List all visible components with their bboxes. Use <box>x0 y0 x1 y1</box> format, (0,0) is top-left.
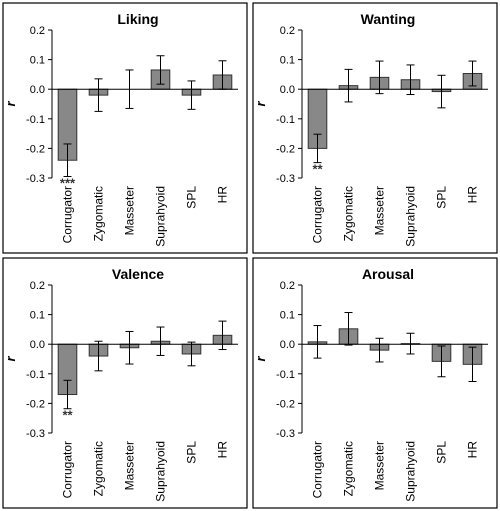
error-bar <box>63 379 72 410</box>
error-bar <box>63 143 72 178</box>
x-tick-label: HR <box>216 441 230 459</box>
panel: Arousal r 0.2 0.1 0.0 -0.1 -0.2 -0.3 Corrugator Z… <box>252 257 498 509</box>
panel-border <box>2 2 248 254</box>
error-bar <box>187 341 196 367</box>
panel: Liking r 0.2 0.1 0.0 -0.1 -0.2 -0.3 ***Corrugato… <box>2 2 248 254</box>
y-tick-label: 0.2 <box>30 25 45 37</box>
error-bar <box>187 80 196 110</box>
y-tick-label: -0.2 <box>26 143 45 155</box>
y-tick-label: -0.2 <box>276 398 295 410</box>
x-tick-label: Masseter <box>373 441 387 490</box>
x-tick-label: SPL <box>185 441 199 464</box>
panel: Wanting r 0.2 0.1 0.0 -0.1 -0.2 -0.3 ** Corrugato… <box>252 2 498 254</box>
x-tick-label: Zygomatic <box>92 441 106 496</box>
error-bar <box>437 74 446 109</box>
y-tick-label: -0.3 <box>276 428 295 440</box>
x-tick-label: Corrugator <box>311 441 325 498</box>
y-axis-label: r <box>253 356 268 362</box>
y-tick-label: 0.1 <box>30 55 45 67</box>
x-tick-label: HR <box>466 441 480 459</box>
x-tick-label: Suprahyoid <box>154 186 168 247</box>
y-tick-label: -0.3 <box>276 173 295 185</box>
error-bar <box>375 60 384 95</box>
x-tick-label: Suprahyoid <box>154 441 168 502</box>
error-bar <box>156 55 165 85</box>
y-tick-label: -0.2 <box>276 143 295 155</box>
y-tick-label: 0.2 <box>280 280 295 292</box>
y-tick-label: -0.1 <box>26 114 45 126</box>
y-tick-label: 0.0 <box>280 339 295 351</box>
x-tick-label: Suprahyoid <box>404 186 418 247</box>
error-bar <box>156 326 165 356</box>
x-tick-label: Corrugator <box>311 186 325 243</box>
error-bar <box>125 330 134 365</box>
panel: Valence r 0.2 0.1 0.0 -0.1 -0.2 -0.3 ** Corrugato… <box>2 257 248 509</box>
x-tick-label: HR <box>466 186 480 204</box>
x-tick-label: Zygomatic <box>342 186 356 241</box>
y-tick-label: -0.1 <box>276 114 295 126</box>
error-bar <box>375 337 384 363</box>
y-tick-label: -0.1 <box>26 369 45 381</box>
x-tick-label: Corrugator <box>61 186 75 243</box>
y-axis-label: r <box>3 356 18 362</box>
y-tick-label: -0.3 <box>26 428 45 440</box>
x-tick-label: Zygomatic <box>342 441 356 496</box>
panel-border <box>252 2 498 254</box>
error-bar <box>344 68 353 103</box>
y-tick-label: 0.1 <box>280 55 295 67</box>
significance-label: *** <box>60 176 76 191</box>
x-tick-label: Corrugator <box>61 441 75 498</box>
panel-border <box>2 257 248 509</box>
error-bar <box>94 78 103 112</box>
error-bar <box>94 340 103 372</box>
significance-label: ** <box>312 162 323 177</box>
error-bar <box>313 325 322 359</box>
y-tick-label: 0.2 <box>280 25 295 37</box>
y-tick-label: 0.2 <box>30 280 45 292</box>
error-bar <box>344 312 353 346</box>
y-axis-label: r <box>3 101 18 107</box>
error-bar <box>313 133 322 164</box>
x-tick-label: Masseter <box>123 441 137 490</box>
chart-title: Arousal <box>362 266 414 282</box>
y-tick-label: 0.0 <box>30 339 45 351</box>
x-tick-label: HR <box>216 186 230 204</box>
significance-label: ** <box>62 408 73 423</box>
y-tick-label: -0.2 <box>26 398 45 410</box>
x-tick-label: SPL <box>185 186 199 209</box>
error-bar <box>468 60 477 87</box>
x-tick-label: SPL <box>435 441 449 464</box>
y-tick-label: 0.0 <box>30 84 45 96</box>
x-tick-label: SPL <box>435 186 449 209</box>
panel-border <box>252 257 498 509</box>
chart-title: Liking <box>117 11 158 27</box>
error-bar <box>406 332 415 355</box>
y-tick-label: -0.1 <box>276 369 295 381</box>
error-bar <box>437 345 446 378</box>
y-tick-label: 0.1 <box>30 310 45 322</box>
chart-title: Valence <box>112 266 164 282</box>
chart-title: Wanting <box>361 11 416 27</box>
x-tick-label: Masseter <box>373 186 387 235</box>
x-tick-label: Suprahyoid <box>404 441 418 502</box>
x-tick-label: Masseter <box>123 186 137 235</box>
y-tick-label: -0.3 <box>26 173 45 185</box>
y-axis-label: r <box>253 101 268 107</box>
y-tick-label: 0.1 <box>280 310 295 322</box>
error-bar <box>218 320 227 351</box>
error-bar <box>468 346 477 382</box>
x-tick-label: Zygomatic <box>92 186 106 241</box>
y-tick-label: 0.0 <box>280 84 295 96</box>
